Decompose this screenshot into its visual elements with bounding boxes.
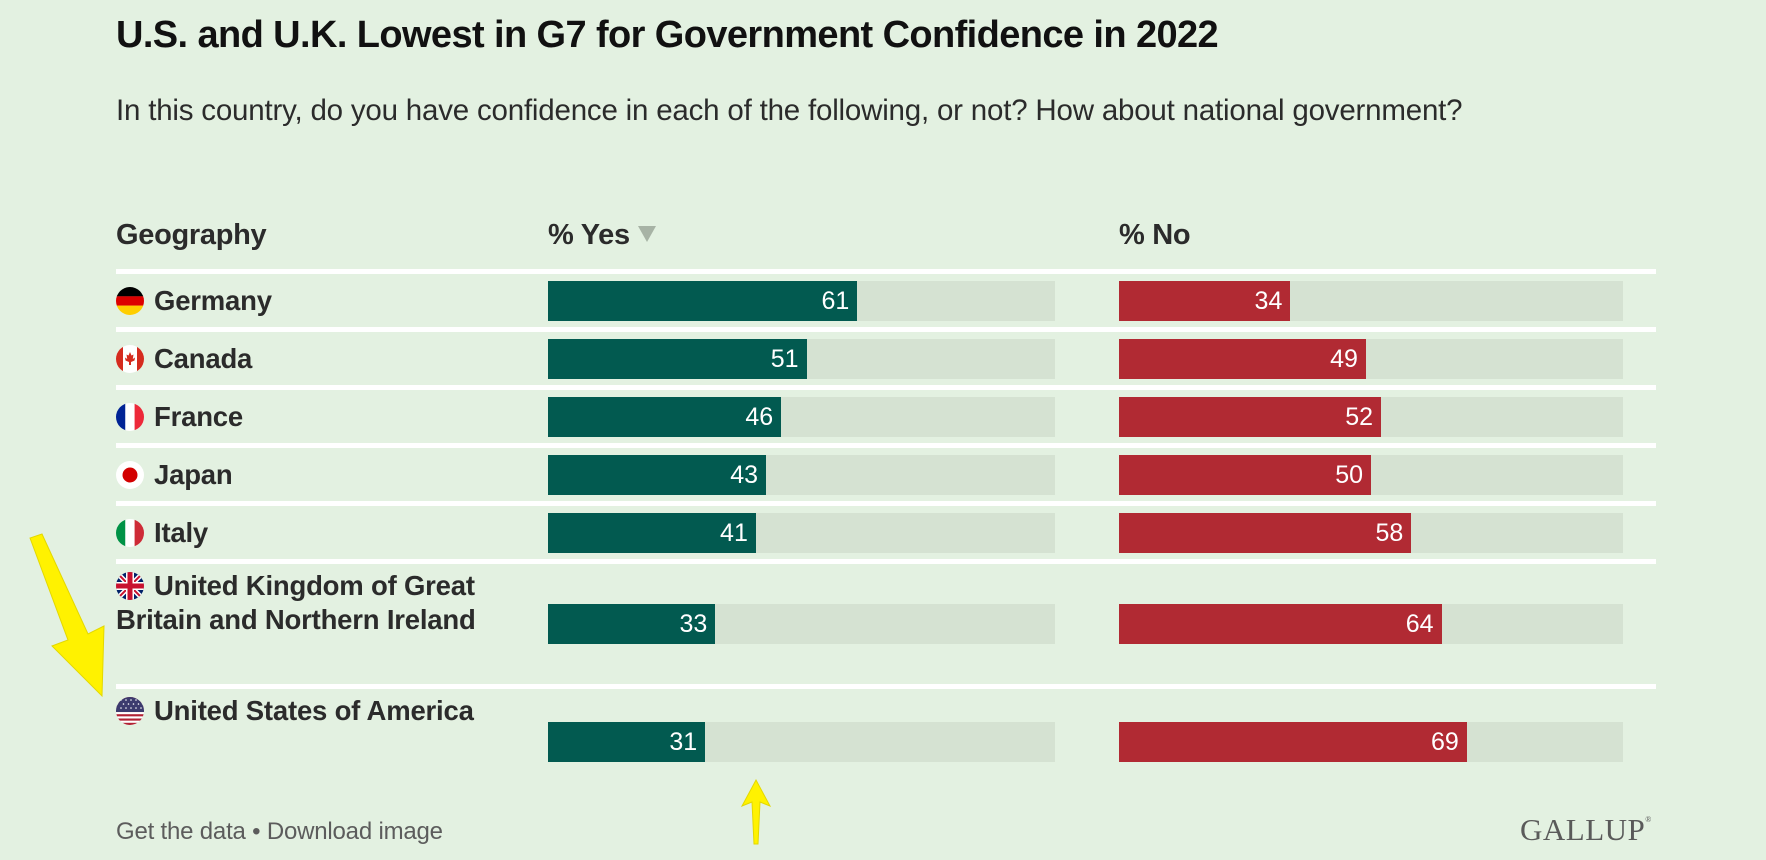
sort-descending-icon[interactable] [637, 226, 656, 243]
country-name: United Kingdom of Great Britain and Nort… [116, 570, 476, 635]
yes-bar-track: 33 [548, 604, 1055, 644]
get-data-link[interactable]: Get the data [116, 818, 246, 845]
yes-bar-germany[interactable]: 61 [548, 281, 858, 321]
yes-bar-united-kingdom-of-great-britain-and-northern-ireland[interactable]: 33 [548, 604, 716, 644]
yes-value-label: 31 [669, 728, 698, 756]
japan-flag-icon [116, 461, 144, 489]
row-label-germany: Germany [116, 284, 516, 318]
no-value-label: 49 [1330, 345, 1358, 373]
no-bar-united-states-of-america[interactable]: 69 [1119, 722, 1467, 762]
no-bar-italy[interactable]: 58 [1119, 513, 1412, 553]
download-image-link[interactable]: Download image [266, 818, 443, 845]
footer-links: Get the data • Download image [116, 818, 443, 846]
row-separator [116, 559, 1656, 564]
no-value-label: 69 [1430, 728, 1459, 756]
yes-bar-track: 51 [548, 339, 1055, 379]
country-name: Germany [154, 285, 272, 316]
usa-flag-icon [116, 697, 144, 725]
no-bar-track: 49 [1119, 339, 1623, 379]
row-separator [116, 684, 1656, 689]
no-bar-track: 50 [1119, 455, 1623, 495]
country-name: France [154, 401, 243, 432]
gallup-logo-text: GALLUP [1520, 812, 1646, 847]
yes-value-label: 51 [770, 345, 799, 373]
footer-separator: • [252, 818, 261, 845]
no-bar-france[interactable]: 52 [1119, 397, 1382, 437]
yes-bar-track: 61 [548, 281, 1055, 321]
no-bar-japan[interactable]: 50 [1119, 455, 1371, 495]
no-value-label: 50 [1335, 461, 1363, 489]
no-bar-canada[interactable]: 49 [1119, 339, 1366, 379]
yes-value-label: 43 [730, 461, 758, 489]
italy-flag-icon [116, 519, 144, 547]
annotation-arrow-left [29, 533, 105, 698]
arrow-up-icon [740, 778, 772, 845]
yes-bar-united-states-of-america[interactable]: 31 [548, 722, 706, 762]
country-name: Italy [154, 517, 209, 548]
no-value-label: 64 [1405, 610, 1434, 638]
yes-bar-track: 31 [548, 722, 1055, 762]
no-bar-germany[interactable]: 34 [1119, 281, 1291, 321]
row-label-france: France [116, 400, 516, 434]
chart-subtitle: In this country, do you have confidence … [116, 94, 1463, 127]
france-flag-icon [116, 403, 144, 431]
no-value-label: 52 [1345, 403, 1374, 431]
uk-flag-icon [116, 572, 144, 600]
yes-bar-track: 41 [548, 513, 1055, 553]
germany-flag-icon [116, 287, 144, 315]
row-separator [116, 501, 1656, 506]
column-header-yes-label: % Yes [548, 219, 630, 251]
row-separator [116, 269, 1656, 274]
registered-mark: ® [1645, 815, 1652, 824]
row-label-japan: Japan [116, 458, 516, 492]
yes-value-label: 46 [745, 403, 774, 431]
no-bar-track: 52 [1119, 397, 1623, 437]
gallup-logo: GALLUP® [1520, 812, 1652, 848]
row-label-italy: Italy [116, 516, 516, 550]
yes-bar-france[interactable]: 46 [548, 397, 782, 437]
yes-bar-japan[interactable]: 43 [548, 455, 766, 495]
yes-bar-track: 43 [548, 455, 1055, 495]
row-label-canada: Canada [116, 342, 516, 376]
yes-bar-canada[interactable]: 51 [548, 339, 807, 379]
chart-title: U.S. and U.K. Lowest in G7 for Governmen… [116, 14, 1219, 56]
no-value-label: 58 [1375, 519, 1404, 547]
row-separator [116, 327, 1656, 332]
country-name: United States of America [154, 695, 474, 726]
column-header-yes[interactable]: % Yes [548, 219, 656, 252]
no-value-label: 34 [1254, 287, 1283, 315]
no-bar-track: 34 [1119, 281, 1623, 321]
row-label-united-states-of-america: United States of America [116, 694, 496, 728]
canada-flag-icon [116, 345, 144, 373]
no-bar-track: 58 [1119, 513, 1623, 553]
arrow-left-icon [29, 533, 105, 698]
yes-bar-italy[interactable]: 41 [548, 513, 756, 553]
row-label-united-kingdom-of-great-britain-and-northern-ireland: United Kingdom of Great Britain and Nort… [116, 569, 496, 637]
yes-value-label: 41 [720, 519, 748, 547]
yes-bar-track: 46 [548, 397, 1055, 437]
annotation-arrow-up [740, 778, 772, 845]
row-separator [116, 385, 1656, 390]
column-header-geography[interactable]: Geography [116, 219, 267, 251]
yes-value-label: 61 [821, 287, 850, 315]
yes-value-label: 33 [679, 610, 708, 638]
no-bar-track: 69 [1119, 722, 1623, 762]
country-name: Japan [154, 459, 233, 490]
no-bar-track: 64 [1119, 604, 1623, 644]
country-name: Canada [154, 343, 253, 374]
column-header-no[interactable]: % No [1119, 219, 1191, 251]
row-separator [116, 443, 1656, 448]
no-bar-united-kingdom-of-great-britain-and-northern-ireland[interactable]: 64 [1119, 604, 1442, 644]
